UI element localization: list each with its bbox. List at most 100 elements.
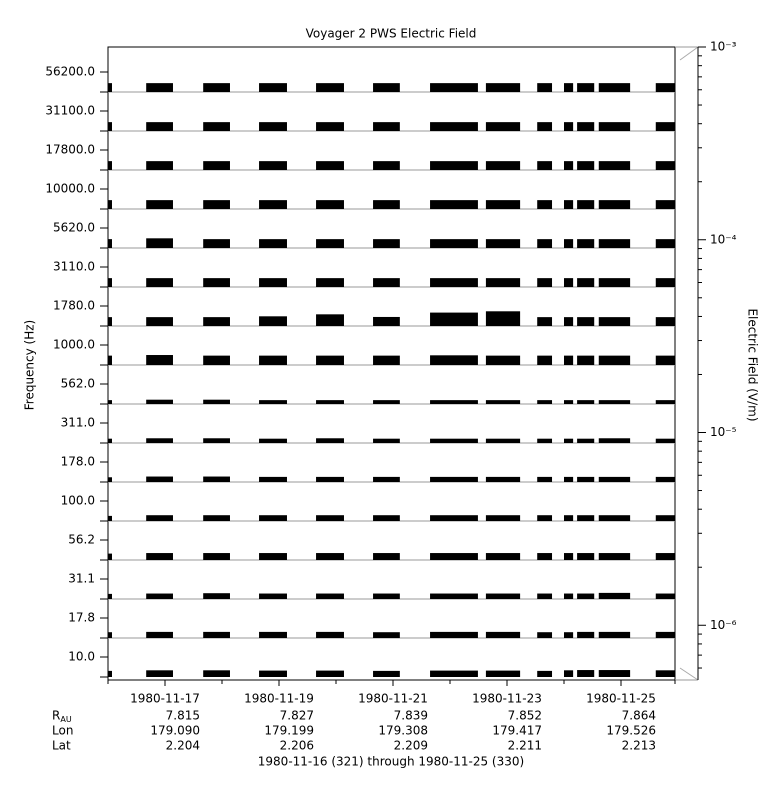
data-block xyxy=(537,239,553,248)
data-block xyxy=(577,122,595,131)
data-block xyxy=(485,355,521,365)
data-block xyxy=(259,476,287,482)
data-block xyxy=(577,278,595,287)
data-block xyxy=(430,553,478,560)
x-tick-label: 1980-11-23 xyxy=(472,692,542,706)
data-block xyxy=(537,438,553,443)
data-block xyxy=(430,515,478,521)
data-block xyxy=(316,278,344,287)
data-block xyxy=(564,239,574,248)
data-block xyxy=(373,515,400,521)
data-block xyxy=(655,355,675,365)
data-block xyxy=(108,670,112,677)
data-block xyxy=(655,631,675,638)
data-block xyxy=(598,355,631,365)
data-block xyxy=(598,476,631,482)
data-block xyxy=(598,400,631,404)
data-block xyxy=(485,400,521,404)
y-tick-label: 56.2 xyxy=(68,533,95,547)
y-tick-label: 311.0 xyxy=(61,416,95,430)
data-block xyxy=(430,476,478,482)
data-block xyxy=(373,438,400,443)
data-block xyxy=(564,515,574,521)
ephemeris-label-sub: AU xyxy=(60,715,71,724)
ephemeris-value: 7.852 xyxy=(508,709,542,723)
data-block xyxy=(259,438,287,443)
data-block xyxy=(485,161,521,170)
y-tick-label: 1000.0 xyxy=(53,338,95,352)
ephemeris-value: 2.206 xyxy=(280,739,314,753)
data-block xyxy=(373,553,400,560)
data-block xyxy=(259,278,287,287)
data-block xyxy=(430,355,478,365)
data-block xyxy=(598,83,631,92)
data-block xyxy=(203,161,230,170)
data-block xyxy=(259,200,287,209)
data-block xyxy=(373,400,400,404)
data-block xyxy=(577,593,595,599)
data-block xyxy=(146,355,173,365)
data-block xyxy=(537,200,553,209)
data-block xyxy=(203,278,230,287)
ephemeris-value: 2.213 xyxy=(622,739,656,753)
data-block xyxy=(108,438,112,443)
data-block xyxy=(430,670,478,677)
data-block xyxy=(655,476,675,482)
data-block xyxy=(430,631,478,638)
data-block xyxy=(259,593,287,599)
data-block xyxy=(430,83,478,92)
data-block xyxy=(146,631,173,638)
y2-tick-label: 10⁻³ xyxy=(710,40,737,54)
data-block xyxy=(598,670,631,677)
data-block xyxy=(598,592,631,599)
data-block xyxy=(537,317,553,326)
connector-line xyxy=(679,667,699,681)
ephemeris-value: 7.815 xyxy=(166,709,200,723)
data-block xyxy=(537,670,553,677)
data-block xyxy=(259,631,287,638)
data-block xyxy=(108,593,112,599)
data-block xyxy=(537,553,553,560)
data-block xyxy=(537,83,553,92)
data-block xyxy=(537,593,553,599)
y2-axis-label: Electric Field (V/m) xyxy=(746,308,760,421)
data-block xyxy=(108,317,112,326)
data-block xyxy=(655,239,675,248)
data-block xyxy=(108,515,112,521)
data-block xyxy=(108,355,112,365)
data-block xyxy=(108,200,112,209)
data-block xyxy=(316,593,344,599)
data-block xyxy=(598,515,631,521)
data-block xyxy=(259,83,287,92)
data-block xyxy=(598,278,631,287)
data-block xyxy=(108,161,112,170)
ephemeris-value: 7.864 xyxy=(622,709,656,723)
data-block xyxy=(146,670,173,677)
data-block xyxy=(655,317,675,326)
connector-line xyxy=(679,46,699,61)
data-block xyxy=(598,553,631,560)
y-tick-label: 10000.0 xyxy=(45,182,95,196)
data-block xyxy=(577,553,595,560)
data-block xyxy=(146,593,173,599)
data-block xyxy=(108,278,112,287)
data-block xyxy=(146,438,173,443)
ephemeris-value: 179.308 xyxy=(378,724,428,738)
ephemeris-label: Lat xyxy=(52,739,71,753)
data-block xyxy=(146,161,173,170)
y-tick-label: 17.8 xyxy=(68,611,95,625)
y-axis-label: Frequency (Hz) xyxy=(23,320,37,411)
data-block xyxy=(316,553,344,560)
y2-tick-label: 10⁻⁶ xyxy=(710,618,737,632)
data-block xyxy=(564,476,574,482)
data-block xyxy=(564,200,574,209)
data-block xyxy=(373,83,400,92)
data-block xyxy=(564,355,574,365)
data-block xyxy=(655,278,675,287)
data-block xyxy=(373,200,400,209)
x-tick-label: 1980-11-21 xyxy=(358,692,428,706)
data-block xyxy=(203,355,230,365)
data-block xyxy=(316,83,344,92)
data-block xyxy=(316,355,344,365)
data-block xyxy=(655,400,675,404)
